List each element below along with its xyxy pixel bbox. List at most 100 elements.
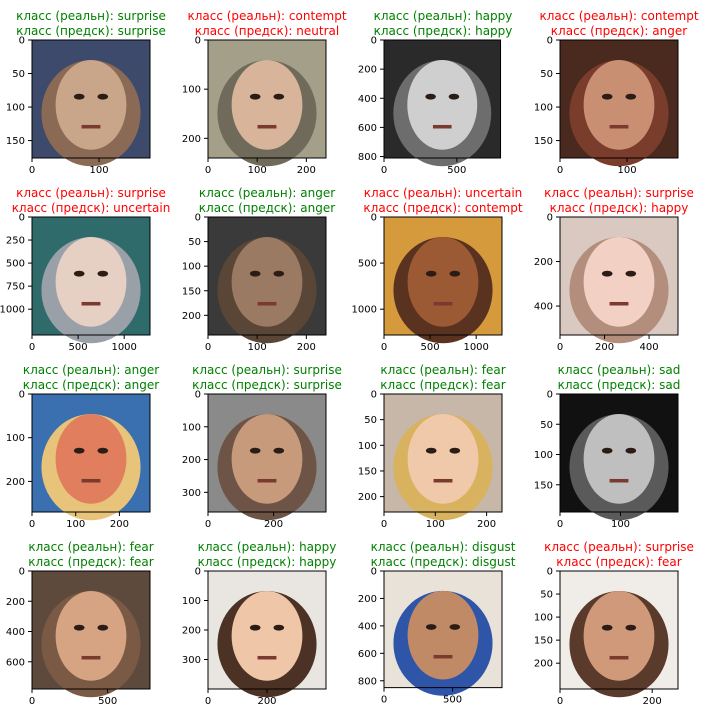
- x-tick-label: 200: [477, 519, 496, 530]
- left-eye: [601, 93, 613, 100]
- subplot-title-real: класс (реальн): uncertain: [364, 186, 523, 200]
- x-tick-label: 0: [205, 696, 211, 707]
- subplot-title-real: класс (реальн): happy: [198, 540, 337, 554]
- x-tick-label: 0: [381, 165, 387, 176]
- face-shape: [583, 60, 655, 150]
- y-tick-label: 0: [19, 390, 25, 401]
- mouth: [81, 124, 101, 129]
- face-photo: [208, 40, 326, 167]
- mouth: [81, 301, 101, 306]
- face-shape: [583, 237, 655, 327]
- subplot-title-pred: класс (предск): fear: [556, 555, 681, 569]
- subplot-title-real: класс (реальн): surprise: [16, 9, 166, 23]
- y-tick-label: 50: [364, 415, 377, 426]
- axes-frame: [383, 570, 503, 689]
- x-tick-label: 0: [205, 165, 211, 176]
- y-tick-label: 150: [6, 136, 25, 147]
- y-tick-label: 50: [12, 69, 25, 80]
- right-eye: [97, 624, 109, 631]
- y-tick-label: 150: [182, 286, 201, 297]
- y-tick-label: 200: [182, 311, 201, 322]
- y-tick-label: 200: [182, 455, 201, 466]
- axes-frame: [383, 39, 502, 159]
- face-shape: [55, 591, 127, 681]
- y-tick-label: 0: [371, 213, 377, 224]
- subplot-title-real: класс (реальн): disgust: [371, 540, 516, 554]
- left-eye: [73, 447, 85, 454]
- face-photo: [32, 394, 150, 521]
- subplot-title-real: класс (реальн): contempt: [187, 9, 346, 23]
- face-photo: [32, 40, 150, 167]
- y-tick-label: 800: [358, 152, 377, 163]
- axes-frame: [31, 39, 151, 159]
- y-tick-label: 100: [358, 441, 377, 452]
- face-shape: [231, 591, 303, 681]
- x-tick-label: 500: [69, 342, 88, 353]
- face-photo: [208, 217, 326, 344]
- x-tick-label: 200: [297, 342, 316, 353]
- mouth: [609, 301, 629, 306]
- y-tick-label: 1000: [352, 305, 377, 316]
- mouth: [257, 478, 277, 483]
- axes-frame: [559, 393, 679, 513]
- face-shape: [583, 414, 655, 504]
- y-tick-label: 750: [6, 282, 25, 293]
- subplot-title-real: класс (реальн): surprise: [544, 186, 694, 200]
- face-photo: [384, 40, 501, 167]
- right-eye: [625, 447, 637, 454]
- right-eye: [449, 624, 461, 630]
- mouth: [609, 478, 629, 483]
- y-tick-label: 100: [534, 613, 553, 624]
- right-eye: [273, 447, 285, 454]
- right-eye: [97, 447, 109, 454]
- y-tick-label: 200: [358, 594, 377, 605]
- subplot-title-real: класс (реальн): fear: [380, 363, 505, 377]
- y-tick-label: 0: [547, 213, 553, 224]
- x-tick-label: 200: [264, 519, 283, 530]
- y-tick-label: 0: [371, 36, 377, 47]
- subplot-title-real: класс (реальн): fear: [28, 540, 153, 554]
- subplot-title-pred: класс (предск): anger: [199, 201, 335, 215]
- subplot-title-real: класс (реальн): surprise: [192, 363, 342, 377]
- subplot-title-pred: класс (предск): disgust: [371, 555, 516, 569]
- mouth: [433, 478, 453, 483]
- y-tick-label: 100: [6, 433, 25, 444]
- x-tick-label: 500: [447, 165, 466, 176]
- left-eye: [73, 93, 85, 100]
- mouth: [257, 301, 277, 306]
- y-tick-label: 100: [6, 103, 25, 114]
- y-tick-label: 600: [358, 649, 377, 660]
- y-tick-label: 0: [547, 567, 553, 578]
- mouth: [257, 655, 277, 660]
- y-tick-label: 0: [19, 567, 25, 578]
- subplot-title-real: класс (реальн): anger: [23, 363, 159, 377]
- axes-frame: [559, 570, 679, 690]
- right-eye: [625, 270, 637, 277]
- left-eye: [73, 624, 85, 631]
- face-shape: [55, 414, 127, 504]
- face-shape: [231, 60, 303, 150]
- right-eye: [448, 93, 460, 100]
- axes-frame: [559, 39, 679, 159]
- y-tick-label: 150: [358, 466, 377, 477]
- y-tick-label: 600: [6, 657, 25, 668]
- subplot-title-real: класс (реальн): surprise: [16, 186, 166, 200]
- x-tick-label: 200: [110, 519, 129, 530]
- x-tick-label: 100: [89, 165, 108, 176]
- left-eye: [249, 624, 261, 631]
- face-shape: [407, 60, 478, 150]
- y-tick-label: 0: [547, 36, 553, 47]
- y-tick-label: 400: [6, 627, 25, 638]
- right-eye: [97, 270, 109, 277]
- face-photo: [208, 571, 326, 698]
- y-tick-label: 0: [19, 213, 25, 224]
